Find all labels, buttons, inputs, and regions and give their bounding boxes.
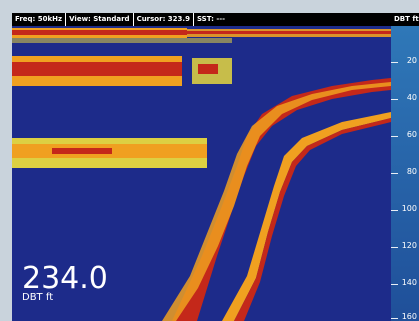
depth-tick bbox=[391, 99, 398, 100]
status-bar: Freq: 50kHz View: Standard Cursor: 323.9… bbox=[12, 13, 391, 26]
depth-value: 234.0 bbox=[22, 261, 108, 296]
depth-label: 160 bbox=[401, 312, 417, 321]
cursor-status: Cursor: 323.9 bbox=[134, 13, 194, 26]
depth-tick bbox=[391, 136, 398, 137]
depth-tick bbox=[391, 284, 398, 285]
depth-label: 40 bbox=[406, 93, 417, 102]
depth-unit: DBT ft bbox=[22, 292, 54, 303]
depth-tick bbox=[391, 210, 398, 211]
depth-readout: 234.0 DBT ft bbox=[22, 261, 108, 304]
view-status[interactable]: View: Standard bbox=[66, 13, 134, 26]
frequency-status[interactable]: Freq: 50kHz bbox=[12, 13, 67, 26]
depth-tick bbox=[391, 318, 398, 319]
depth-tick bbox=[391, 247, 398, 248]
depth-label: 60 bbox=[406, 130, 417, 139]
depth-label: 20 bbox=[406, 56, 417, 65]
depth-label: 120 bbox=[401, 241, 417, 250]
sonar-returns bbox=[12, 26, 391, 321]
depth-label: 80 bbox=[406, 167, 417, 176]
sonar-display[interactable] bbox=[12, 26, 391, 321]
scale-units-label: DBT ft bbox=[391, 13, 419, 26]
depth-tick bbox=[391, 62, 398, 63]
depth-label: 140 bbox=[401, 278, 417, 287]
depth-scale: 20 40 60 80 100 120 140 160 bbox=[391, 26, 419, 321]
sst-status: SST: --- bbox=[196, 15, 226, 23]
depth-label: 100 bbox=[401, 204, 417, 213]
depth-tick bbox=[391, 173, 398, 174]
